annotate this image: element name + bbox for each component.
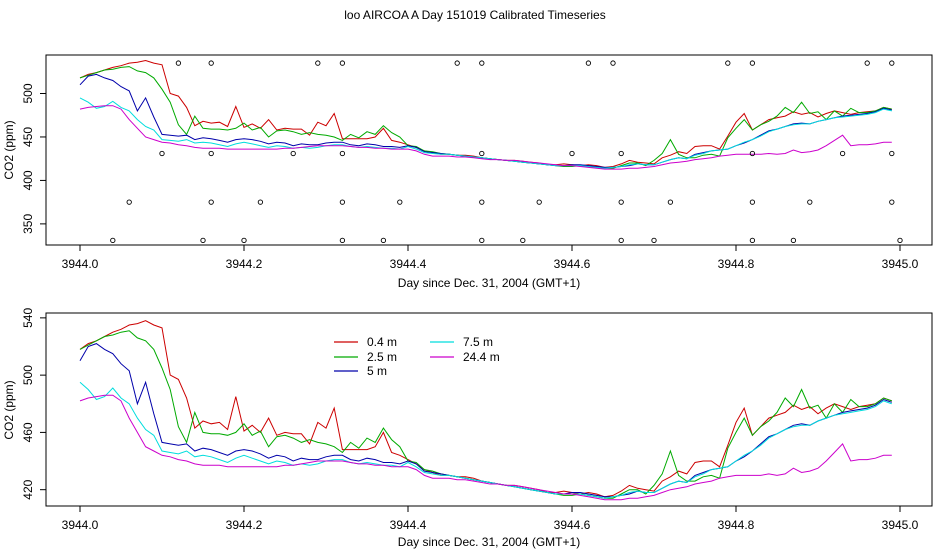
bottom-series-group — [79, 320, 892, 501]
marker-point — [208, 199, 214, 205]
marker-point — [339, 60, 346, 66]
top-series-group — [79, 59, 892, 170]
marker-point — [159, 150, 165, 157]
bottom-y-axis-label: CO2 (ppm) — [2, 380, 16, 439]
marker-point — [479, 237, 485, 244]
y-tick-label: 460 — [21, 422, 35, 442]
top-plot-frame — [45, 54, 933, 246]
marker-point — [749, 199, 756, 205]
x-tick-label: 3944.6 — [554, 257, 591, 271]
x-tick-label: 3944.0 — [62, 518, 99, 532]
marker-point — [725, 60, 731, 66]
marker-point — [618, 237, 624, 244]
series-line — [79, 59, 892, 168]
marker-point — [479, 150, 485, 157]
x-tick-label: 3944.4 — [390, 518, 427, 532]
series-line — [79, 381, 892, 499]
marker-point — [749, 150, 756, 157]
marker-point — [749, 237, 756, 244]
top-x-axis: 3944.0 3944.2 3944.4 3944.6 3944.8 3945.0 — [62, 245, 919, 271]
top-marker-group — [110, 60, 903, 244]
marker-point — [585, 60, 592, 66]
marker-point — [380, 237, 387, 244]
series-line — [79, 66, 892, 169]
marker-point — [889, 199, 895, 205]
bottom-y-axis: 420 460 500 540 — [21, 308, 46, 500]
marker-point — [889, 60, 895, 66]
x-tick-label: 3945.0 — [882, 518, 919, 532]
marker-point — [257, 199, 264, 205]
marker-point — [790, 237, 797, 244]
marker-point — [749, 60, 756, 66]
legend: 0.4 m2.5 m5 m 7.5 m24.4 m — [334, 335, 500, 378]
top-panel: 3944.0 3944.2 3944.4 3944.6 3944.8 3945.0 350… — [2, 54, 933, 290]
y-tick-label: 500 — [21, 365, 35, 385]
marker-point — [454, 60, 460, 66]
marker-point — [339, 237, 346, 244]
marker-point — [339, 199, 346, 205]
x-tick-label: 3944.2 — [226, 518, 263, 532]
marker-point — [175, 60, 182, 66]
marker-point — [397, 199, 403, 205]
y-tick-label: 420 — [21, 479, 35, 499]
x-tick-label: 3944.6 — [554, 518, 591, 532]
marker-point — [610, 60, 616, 66]
marker-point — [208, 150, 214, 157]
legend-label: 2.5 m — [367, 350, 397, 364]
marker-point — [479, 199, 485, 205]
marker-point — [618, 150, 624, 157]
marker-point — [110, 237, 116, 244]
marker-point — [339, 150, 346, 157]
bottom-panel: 3944.0 3944.2 3944.4 3944.6 3944.8 3945.0 420… — [2, 308, 933, 549]
x-tick-label: 3944.8 — [718, 257, 755, 271]
legend-label: 0.4 m — [367, 335, 397, 349]
x-tick-label: 3944.2 — [226, 257, 263, 271]
marker-point — [889, 150, 895, 157]
series-line — [79, 97, 892, 169]
marker-point — [897, 237, 903, 244]
y-tick-label: 540 — [21, 308, 35, 328]
x-tick-label: 3944.8 — [718, 518, 755, 532]
x-tick-label: 3944.0 — [62, 257, 99, 271]
chart-title: loo AIRCOA A Day 151019 Calibrated Times… — [344, 8, 605, 22]
marker-point — [618, 199, 624, 205]
marker-point — [241, 237, 247, 244]
marker-point — [651, 237, 657, 244]
y-tick-label: 450 — [21, 127, 35, 147]
marker-point — [536, 199, 542, 205]
bottom-plot-frame — [45, 312, 933, 507]
legend-label: 5 m — [367, 364, 387, 378]
x-tick-label: 3944.4 — [390, 257, 427, 271]
marker-point — [126, 199, 132, 205]
y-tick-label: 400 — [21, 170, 35, 190]
y-tick-label: 350 — [21, 214, 35, 234]
top-x-axis-label: Day since Dec. 31, 2004 (GMT+1) — [398, 276, 580, 290]
marker-point — [667, 199, 674, 205]
marker-point — [520, 237, 526, 244]
bottom-x-axis-label: Day since Dec. 31, 2004 (GMT+1) — [398, 535, 580, 549]
series-line — [79, 105, 892, 170]
marker-point — [290, 150, 296, 157]
marker-point — [208, 60, 214, 66]
top-y-axis-label: CO2 (ppm) — [2, 120, 16, 179]
bottom-x-axis: 3944.0 3944.2 3944.4 3944.6 3944.8 3945.0 — [62, 506, 919, 532]
marker-point — [200, 237, 206, 244]
top-y-axis: 350 400 450 500 — [21, 83, 46, 234]
marker-point — [569, 150, 575, 157]
series-line — [79, 394, 892, 501]
legend-label: 24.4 m — [463, 350, 500, 364]
marker-point — [864, 60, 870, 66]
y-tick-label: 500 — [21, 83, 35, 103]
marker-point — [315, 60, 321, 66]
legend-label: 7.5 m — [463, 335, 493, 349]
x-tick-label: 3945.0 — [882, 257, 919, 271]
marker-point — [807, 199, 813, 205]
marker-point — [839, 150, 846, 157]
marker-point — [479, 60, 485, 66]
